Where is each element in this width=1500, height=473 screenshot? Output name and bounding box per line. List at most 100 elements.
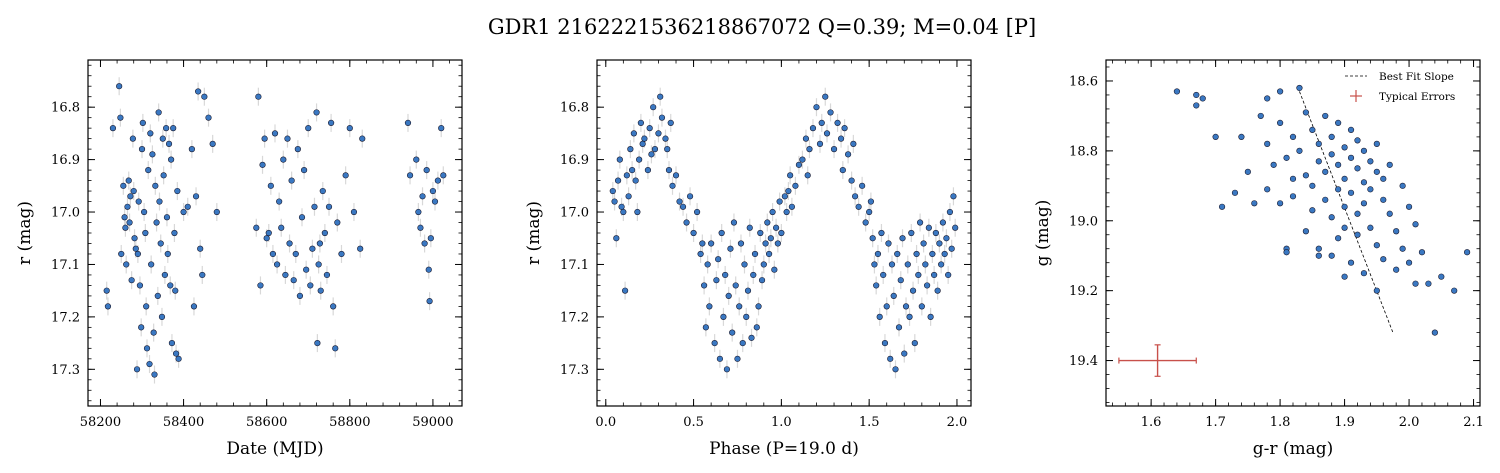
data-point <box>916 219 924 226</box>
data-point <box>760 261 767 268</box>
data-point <box>143 303 150 310</box>
data-point <box>1270 161 1277 168</box>
data-point <box>135 198 142 205</box>
data-point <box>145 166 152 174</box>
data-point <box>1335 161 1342 168</box>
data-point <box>806 146 813 153</box>
data-point <box>1399 182 1406 189</box>
data-point <box>127 193 134 200</box>
data-point <box>147 130 154 137</box>
data-point <box>267 182 274 189</box>
data-point <box>945 271 952 279</box>
data-point <box>804 172 811 179</box>
data-point <box>309 245 316 252</box>
data-point <box>892 366 899 373</box>
data-point <box>300 166 308 174</box>
data-point <box>1347 259 1355 266</box>
data-point <box>609 187 616 195</box>
data-point <box>123 261 130 268</box>
data-point <box>1451 287 1458 294</box>
x-tick-label: 1.5 <box>859 415 880 430</box>
data-point <box>699 240 706 247</box>
data-point <box>711 339 718 347</box>
data-point <box>665 166 673 174</box>
data-point <box>1315 158 1322 165</box>
data-point <box>1315 245 1322 252</box>
data-point <box>132 245 139 252</box>
data-point <box>718 229 725 237</box>
y-axis-label: r (mag) <box>15 201 35 265</box>
data-point <box>799 156 806 163</box>
data-point <box>751 250 759 258</box>
y-axis-label: g (mag) <box>1033 200 1053 267</box>
data-point <box>895 324 903 331</box>
data-point <box>154 292 161 300</box>
y-tick-label: 17.2 <box>51 310 80 325</box>
data-point <box>876 313 883 320</box>
data-point <box>1412 221 1419 228</box>
data-point <box>165 140 173 147</box>
data-point <box>440 172 447 179</box>
data-point <box>429 187 437 195</box>
data-point <box>636 156 643 163</box>
data-point <box>131 235 138 242</box>
data-point <box>205 114 212 121</box>
data-point <box>271 130 279 137</box>
data-point <box>769 208 776 216</box>
y-tick-label: 18.6 <box>1069 74 1098 89</box>
data-point <box>658 114 666 121</box>
data-point <box>1341 224 1348 231</box>
data-point <box>704 261 711 268</box>
data-point <box>209 140 216 147</box>
data-point <box>1405 203 1413 210</box>
data-point <box>1264 186 1271 193</box>
data-point <box>730 219 738 226</box>
data-point <box>288 177 295 184</box>
data-point <box>757 229 764 237</box>
data-point <box>1231 189 1239 196</box>
data-point <box>725 292 732 300</box>
data-point <box>706 303 713 310</box>
x-axis-label: Date (MJD) <box>226 439 323 459</box>
data-point <box>423 166 430 174</box>
data-point <box>867 198 875 205</box>
data-point <box>737 240 745 247</box>
data-point <box>190 303 198 310</box>
data-point <box>946 208 954 216</box>
x-tick-label: 58200 <box>80 415 121 430</box>
data-point <box>334 219 341 226</box>
data-point <box>713 277 720 284</box>
data-point <box>109 125 117 132</box>
data-point <box>278 224 285 231</box>
x-tick-label: 58400 <box>163 415 204 430</box>
x-tick-label: 1.6 <box>1141 415 1162 430</box>
data-point <box>1341 175 1348 182</box>
data-point <box>630 130 637 137</box>
data-point <box>158 313 166 320</box>
data-point <box>314 339 321 347</box>
data-point <box>129 135 136 142</box>
data-point <box>174 187 181 195</box>
data-point <box>126 219 133 226</box>
data-point <box>837 135 845 142</box>
data-point <box>788 203 796 210</box>
data-point <box>943 235 950 242</box>
data-point <box>644 166 652 174</box>
data-point <box>1347 189 1355 196</box>
figure-title: GDR1 2162221536218867072 Q=0.39; M=0.04 … <box>488 15 1036 39</box>
data-point <box>715 256 722 263</box>
data-point <box>152 182 159 189</box>
data-point <box>133 366 141 373</box>
data-point <box>823 130 831 137</box>
data-point <box>792 182 799 189</box>
data-point <box>1373 168 1380 175</box>
data-point <box>795 161 803 168</box>
data-point <box>284 135 291 142</box>
data-point <box>771 266 778 273</box>
data-point <box>404 119 412 127</box>
data-point <box>142 229 149 237</box>
data-point <box>1335 119 1342 127</box>
data-point <box>170 125 177 132</box>
data-point <box>164 250 171 258</box>
